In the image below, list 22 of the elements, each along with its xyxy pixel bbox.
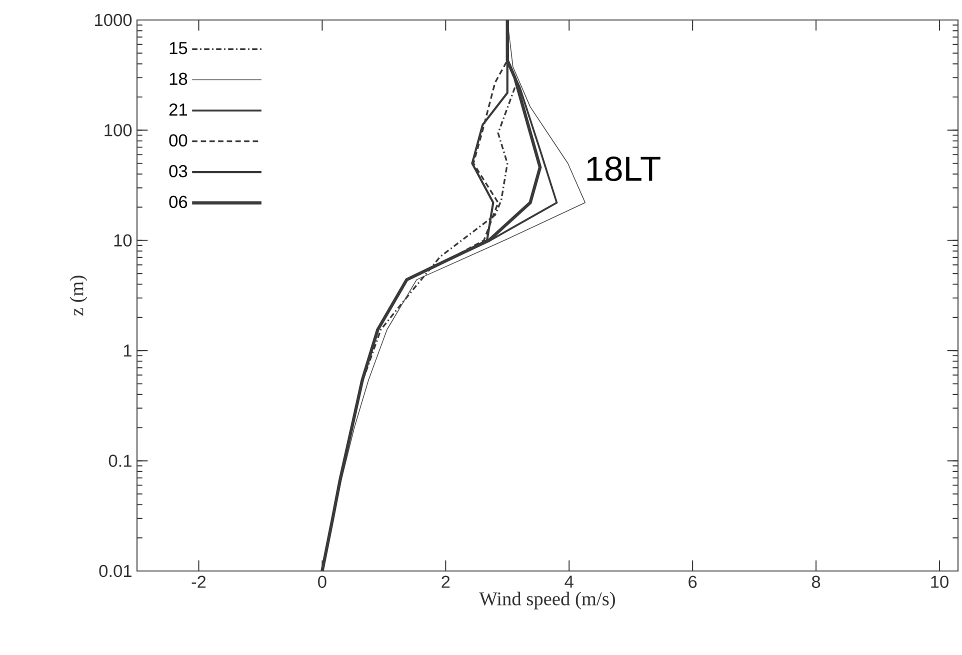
annotation: 18LT: [587, 156, 660, 182]
legend-label: 06: [169, 196, 188, 208]
x-tick-label: 8: [812, 576, 820, 588]
x-tick-label: 2: [442, 576, 450, 588]
legend-label: 00: [169, 134, 188, 147]
y-tick-label: 10: [114, 234, 132, 247]
y-tick-label: 100: [104, 124, 132, 136]
legend-label: 21: [169, 103, 188, 116]
x-tick-label: 4: [564, 576, 574, 588]
legend-label: 15: [170, 42, 188, 54]
x-axis-title: Wind speed (m/s): [479, 592, 615, 610]
legend-label: 18: [170, 72, 188, 85]
legend-label: 03: [169, 165, 188, 178]
y-tick-label: 0.01: [99, 564, 132, 578]
x-tick-label: -2: [192, 576, 206, 588]
x-tick-label: 10: [931, 576, 948, 588]
y-tick-label: 1000: [95, 14, 132, 26]
y-tick-label: 0.1: [108, 454, 132, 467]
y-tick-label: 1: [124, 344, 132, 357]
y-axis-title: z (m): [70, 276, 88, 316]
x-tick-label: 6: [688, 576, 697, 588]
x-tick-label: 0: [318, 576, 326, 588]
